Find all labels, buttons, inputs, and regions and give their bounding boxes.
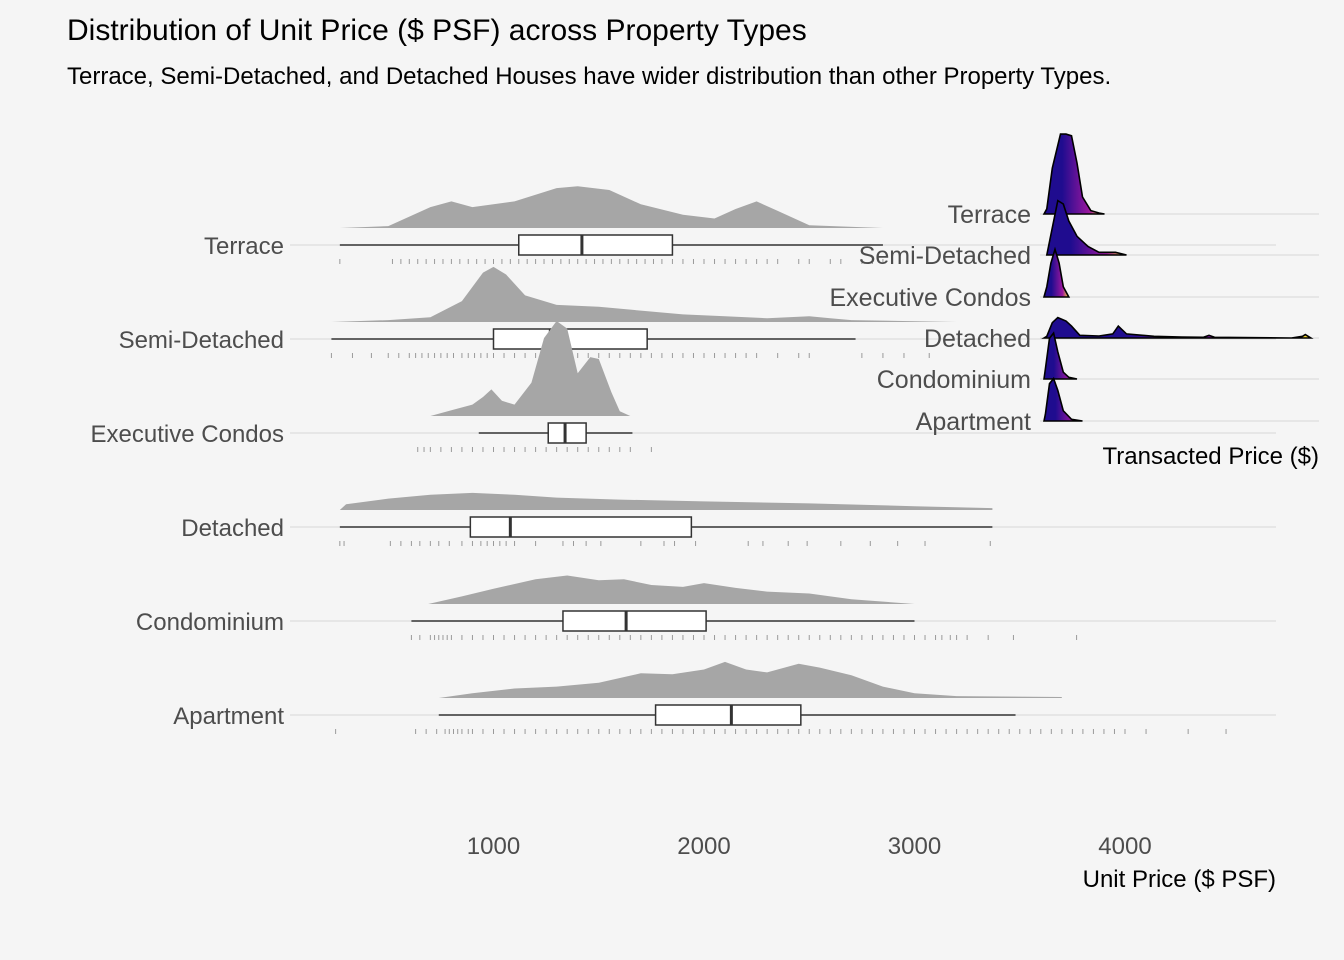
inset-ridge-detached — [1041, 316, 1314, 339]
rug-semi-detached — [330, 353, 930, 358]
rug-apartment — [335, 729, 1227, 734]
chart-title: Distribution of Unit Price ($ PSF) acros… — [67, 14, 807, 47]
inset-y-tick-semi-detached: Semi-Detached — [859, 242, 1031, 270]
y-tick-executive-condos: Executive Condos — [91, 421, 284, 448]
chart-subtitle: Terrace, Semi-Detached, and Detached Hou… — [67, 63, 1111, 90]
y-tick-apartment: Apartment — [173, 703, 284, 730]
x-tick-1000: 1000 — [467, 833, 520, 860]
box-detached — [469, 516, 693, 538]
inset-y-tick-terrace: Terrace — [948, 201, 1031, 229]
rug-terrace — [339, 259, 884, 264]
inset-ridge-semi-detached — [1045, 199, 1127, 256]
density-detached — [339, 492, 993, 510]
y-tick-detached: Detached — [181, 515, 284, 542]
y-tick-condominium: Condominium — [136, 609, 284, 636]
main-x-tick-labels: 1000 2000 3000 4000 — [467, 833, 1152, 860]
inset-y-tick-executive-condos: Executive Condos — [829, 284, 1031, 312]
inset-y-tick-apartment: Apartment — [916, 408, 1031, 436]
x-tick-3000: 3000 — [888, 833, 941, 860]
box-executive-condos — [547, 422, 587, 444]
rug-detached — [339, 541, 991, 546]
x-tick-2000: 2000 — [677, 833, 730, 860]
density-semi-detached — [331, 266, 957, 322]
x-tick-4000: 4000 — [1098, 833, 1151, 860]
main-plot — [330, 186, 1227, 734]
density-terrace — [339, 186, 883, 228]
y-tick-terrace: Terrace — [204, 233, 284, 260]
inset-ridge-executive-condos — [1042, 246, 1071, 298]
rug-condominium — [410, 635, 1078, 640]
main-x-axis-label: Unit Price ($ PSF) — [1083, 866, 1276, 893]
main-y-tick-labels: Terrace Semi-Detached Executive Condos Deta… — [91, 233, 285, 730]
inset-ridgeline-chart: Terrace Semi-Detached Executive Condos Deta… — [829, 133, 1319, 436]
density-apartment — [438, 661, 1062, 698]
inset-y-tick-detached: Detached — [924, 325, 1031, 353]
rug-executive-condos — [417, 447, 652, 452]
y-tick-semi-detached: Semi-Detached — [119, 327, 284, 354]
box-terrace — [518, 234, 674, 256]
box-condominium — [562, 610, 707, 632]
inset-ridge-condominium — [1043, 331, 1078, 380]
box-apartment — [654, 704, 802, 726]
inset-ridge-apartment — [1043, 376, 1083, 422]
density-executive-condos — [430, 321, 631, 416]
density-condominium — [428, 575, 915, 604]
inset-ridge-terrace — [1042, 133, 1105, 215]
inset-y-tick-condominium: Condominium — [877, 366, 1031, 394]
inset-x-axis-label: Transacted Price ($) — [1102, 443, 1319, 470]
